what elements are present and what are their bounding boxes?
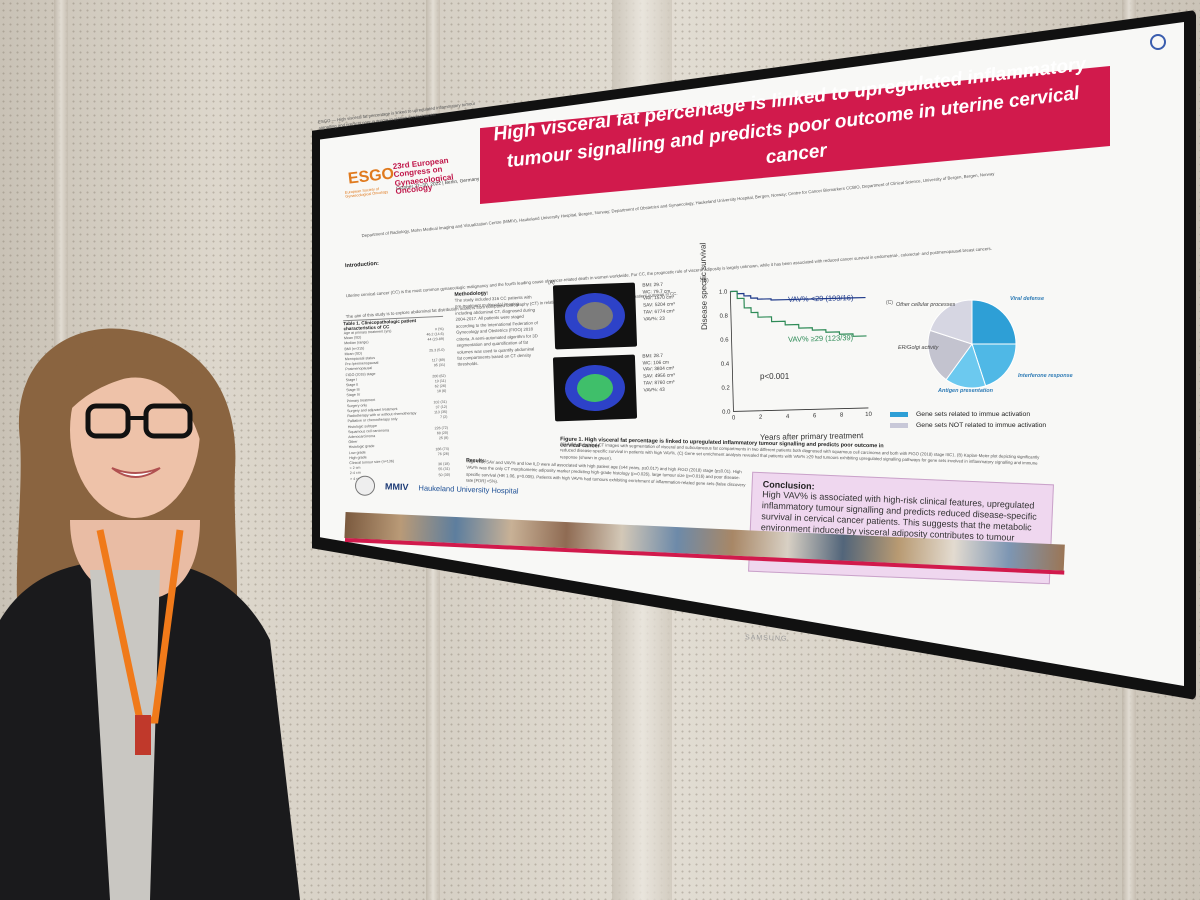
- pie-label-other: Other cellular processes: [896, 302, 956, 308]
- pie-legend: Gene sets related to immue activation Ge…: [890, 410, 1046, 432]
- km-series-line-0: [730, 290, 866, 301]
- pie-slice-3: [927, 329, 973, 381]
- ct-value: TAV: 8760 cm³: [643, 380, 675, 387]
- table-cell-value: 25.3 (5.0): [429, 347, 445, 353]
- km-series-line-1: [730, 290, 867, 337]
- methods-section: Methodology: The study included 316 CC p…: [454, 288, 539, 368]
- pie-label-er-golgi: ER/Golgi activity: [898, 345, 939, 351]
- ct-value: TAV: 6774 cm³: [643, 309, 675, 316]
- table-cell-value: 76 (26): [437, 451, 450, 457]
- pie-label-antigen: Antigen presentation: [938, 388, 994, 394]
- ct-values-low: BMI: 29.7 WC: 79.7 cm VAV: 1570 cm³ SAV: 52…: [642, 282, 675, 323]
- pie-label-viral: Viral defense: [1010, 296, 1045, 302]
- haukeland-logo: Haukeland University Hospital: [418, 482, 519, 496]
- pie-slice-0: [971, 299, 1017, 345]
- university-seal-logo: [354, 475, 376, 497]
- panel-b-label: (B): [702, 278, 709, 284]
- legend-item-non-immune: Gene sets NOT related to immue activatio…: [890, 421, 1046, 432]
- km-x-tick: 4: [786, 414, 790, 420]
- km-x-tick: 8: [840, 413, 844, 419]
- km-y-tick: 1.0: [719, 290, 728, 296]
- km-x-tick: 6: [813, 413, 817, 419]
- table-cell-value: 44 (23-89): [427, 337, 445, 343]
- characteristics-table: Table 1. Clinicopathologic patient chara…: [343, 315, 451, 500]
- legend-swatch: [890, 411, 908, 417]
- ct-value: VAV%: 43: [643, 387, 665, 394]
- pie-label-interferone: Interferone response: [1018, 373, 1073, 379]
- table-cell-value: 7 (2): [440, 415, 448, 420]
- km-survival-chart: 0.0 0.2 0.4 0.6 0.8 1.0 0 2 4 6 8 10: [719, 290, 873, 422]
- km-series-high-label: VAV% ≥29 (123/39): [787, 333, 854, 344]
- km-series-low-label: VAV% <29 (193/16): [787, 293, 854, 304]
- ct-values-high: BMI: 28.7 WC: 106 cm VAV: 3804 cm³ SAV: 495…: [642, 353, 675, 394]
- km-y-tick: 0.2: [721, 386, 730, 392]
- pie-slice-1: [971, 343, 1017, 387]
- methods-text: The study included 316 CC patients with …: [454, 294, 538, 368]
- pie-slice-4: [929, 299, 973, 345]
- panel-a-label: (A): [548, 280, 555, 286]
- km-p-value: p<0.001: [760, 372, 790, 381]
- km-y-tick: 0.8: [720, 314, 729, 320]
- table-cell-value: 18 (6): [436, 389, 447, 394]
- km-y-tick: 0.6: [720, 338, 729, 344]
- km-y-axis-label: Disease specific survival: [698, 242, 709, 330]
- zoom-icon[interactable]: [1150, 34, 1166, 50]
- tv-brand: SAMSUNG: [744, 634, 788, 643]
- table-cell-value: 95 (31): [433, 363, 446, 368]
- legend-swatch: [890, 422, 908, 428]
- table-cell-value: 25 (8): [438, 436, 449, 441]
- km-x-tick: 0: [732, 415, 736, 421]
- mmiv-logo: MMIV: [384, 481, 409, 493]
- gsea-pie-chart: [927, 299, 1017, 389]
- km-axes: [729, 291, 869, 412]
- panel-c-label: (C): [886, 300, 893, 306]
- legend-item-immune: Gene sets related to immue activation: [890, 410, 1046, 421]
- km-x-tick: 10: [865, 412, 872, 418]
- presenter-woman: [0, 328, 300, 900]
- km-x-tick: 2: [759, 415, 763, 421]
- ct-image-low: [552, 282, 638, 350]
- km-y-tick: 0.4: [721, 362, 730, 368]
- legend-label: Gene sets NOT related to immue activatio…: [916, 421, 1047, 429]
- ct-image-high: [552, 354, 638, 422]
- legend-label: Gene sets related to immue activation: [916, 411, 1031, 418]
- km-y-tick: 0.0: [722, 410, 731, 416]
- ct-value: VAV%: 23: [643, 316, 665, 323]
